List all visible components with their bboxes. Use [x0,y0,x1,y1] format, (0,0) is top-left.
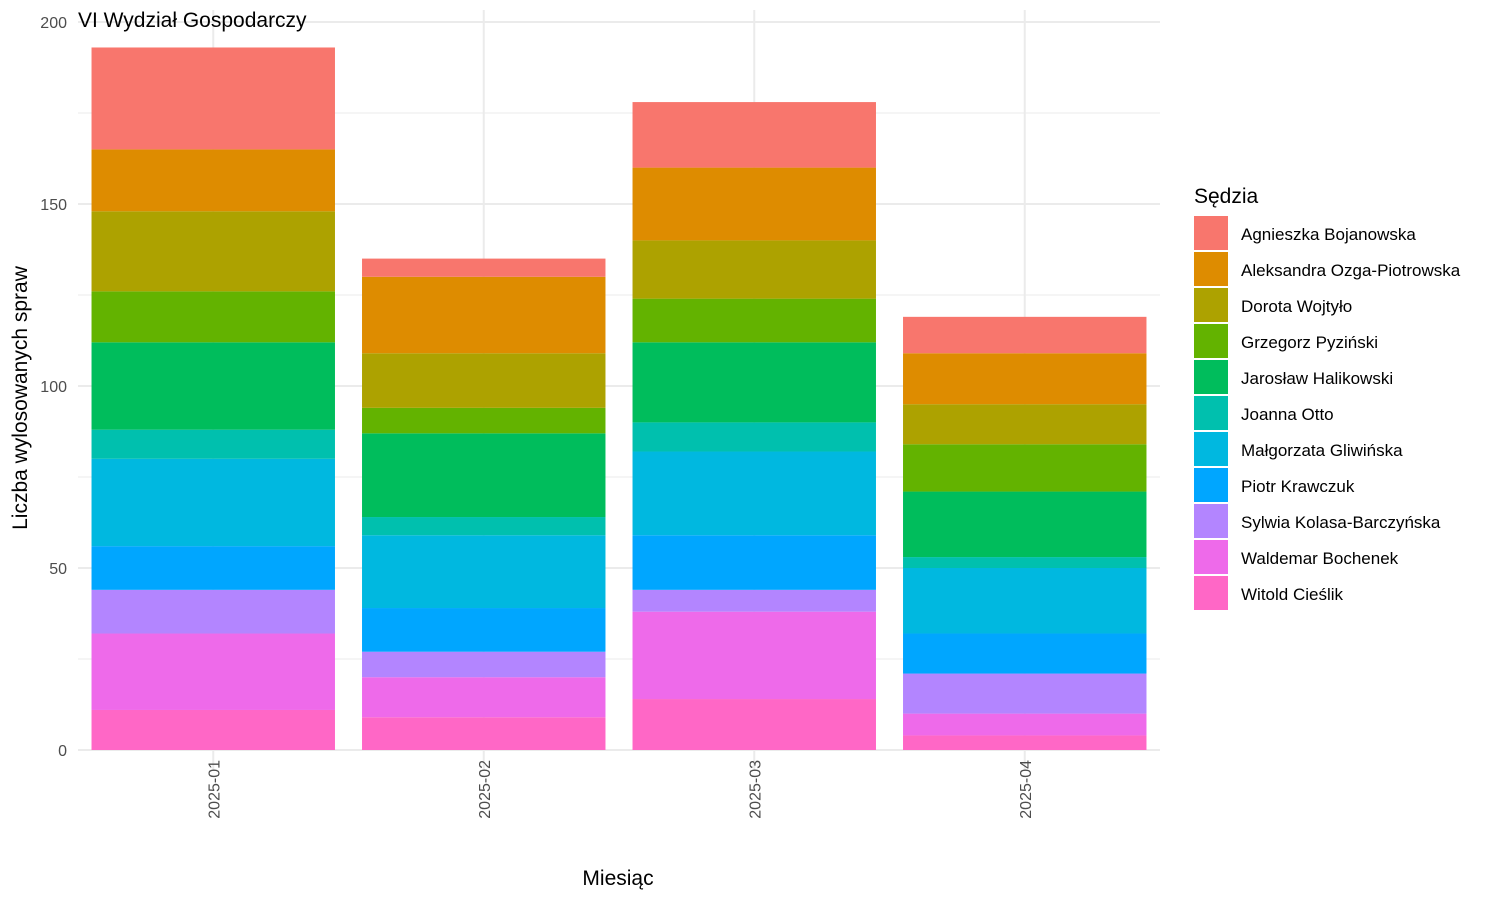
bar-segment [91,429,335,459]
bar-segment [632,699,876,750]
bar-segment [362,517,606,536]
legend-title: Sędzia [1194,185,1259,208]
legend-label: Grzegorz Pyziński [1241,333,1378,352]
bar-segment [632,298,876,343]
bar-segment [91,633,335,710]
bar-segment [362,258,606,277]
legend-swatch [1194,324,1228,358]
bar-segment [903,735,1147,750]
legend-swatch [1194,540,1228,574]
bar-segment [362,433,606,518]
legend-swatch [1194,468,1228,502]
bar-segment [632,240,876,299]
legend-items: Agnieszka Bojanowska Aleksandra Ozga-Piot… [1194,216,1461,610]
legend-label: Piotr Krawczuk [1241,477,1355,496]
y-tick-label: 150 [40,197,67,214]
x-tick-label: 2025-02 [477,760,494,819]
bar-segment [362,651,606,678]
legend-swatch [1194,216,1228,250]
bar-segment [362,276,606,354]
legend-swatch [1194,360,1228,394]
legend-label: Aleksandra Ozga-Piotrowska [1241,261,1461,280]
bar-segment [903,673,1147,714]
y-axis-title: Liczba wylosowanych spraw [9,265,32,530]
bar-segment [903,713,1147,736]
y-tick-label: 100 [40,379,67,396]
bar-segment [362,677,606,718]
bar-stacks [91,47,1147,750]
x-tick-label: 2025-01 [206,760,223,819]
bar-segment [632,342,876,423]
x-tick-label: 2025-03 [747,760,764,819]
bar-segment [362,717,606,750]
bar-segment [91,546,335,590]
bar-segment [362,353,606,408]
bar-segment [903,568,1147,634]
bar-segment [91,149,335,212]
y-tick-label: 200 [40,15,67,32]
bar-segment [903,557,1147,568]
bar-segment [632,451,876,536]
bar-segment [903,316,1147,354]
legend: Sędzia Agnieszka Bojanowska Aleksandra Oz… [1194,185,1461,610]
y-tick-label: 0 [58,743,67,760]
legend-label: Witold Cieślik [1241,585,1344,604]
bar-segment [91,589,335,634]
legend-swatch [1194,288,1228,322]
bar-segment [903,633,1147,674]
bar-segment [632,102,876,168]
legend-swatch [1194,252,1228,286]
bar-segment [903,491,1147,558]
bar-segment [632,589,876,612]
bar-segment [632,167,876,241]
bar-segment [91,211,335,292]
bar-segment [903,404,1147,445]
legend-swatch [1194,396,1228,430]
legend-swatch [1194,576,1228,610]
bar-segment [632,611,876,700]
bar-segment [91,291,335,343]
legend-swatch [1194,432,1228,466]
bar-segment [362,407,606,434]
bar-segment [903,353,1147,405]
bar-segment [632,535,876,590]
chart-title: VI Wydział Gospodarczy [78,9,307,32]
bar-segment [91,709,335,750]
legend-label: Dorota Wojtyło [1241,297,1352,316]
bar-segment [91,47,335,150]
bar-segment [903,444,1147,492]
legend-label: Agnieszka Bojanowska [1241,225,1416,244]
bar-segment [91,458,335,547]
legend-swatch [1194,504,1228,538]
bar-segment [362,535,606,609]
x-axis-ticks: 2025-01 2025-02 2025-03 2025-04 [206,760,1035,819]
bar-segment [362,608,606,652]
x-axis-title: Miesiąc [582,867,653,890]
legend-label: Małgorzata Gliwińska [1241,441,1403,460]
y-axis-ticks: 0 50 100 150 200 [40,15,67,760]
y-tick-label: 50 [49,561,67,578]
x-tick-label: 2025-04 [1018,760,1035,819]
bar-segment [91,342,335,430]
legend-label: Jarosław Halikowski [1241,369,1393,388]
legend-label: Sylwia Kolasa-Barczyńska [1241,513,1441,532]
legend-label: Waldemar Bochenek [1241,549,1399,568]
legend-label: Joanna Otto [1241,405,1334,424]
bar-segment [632,422,876,452]
